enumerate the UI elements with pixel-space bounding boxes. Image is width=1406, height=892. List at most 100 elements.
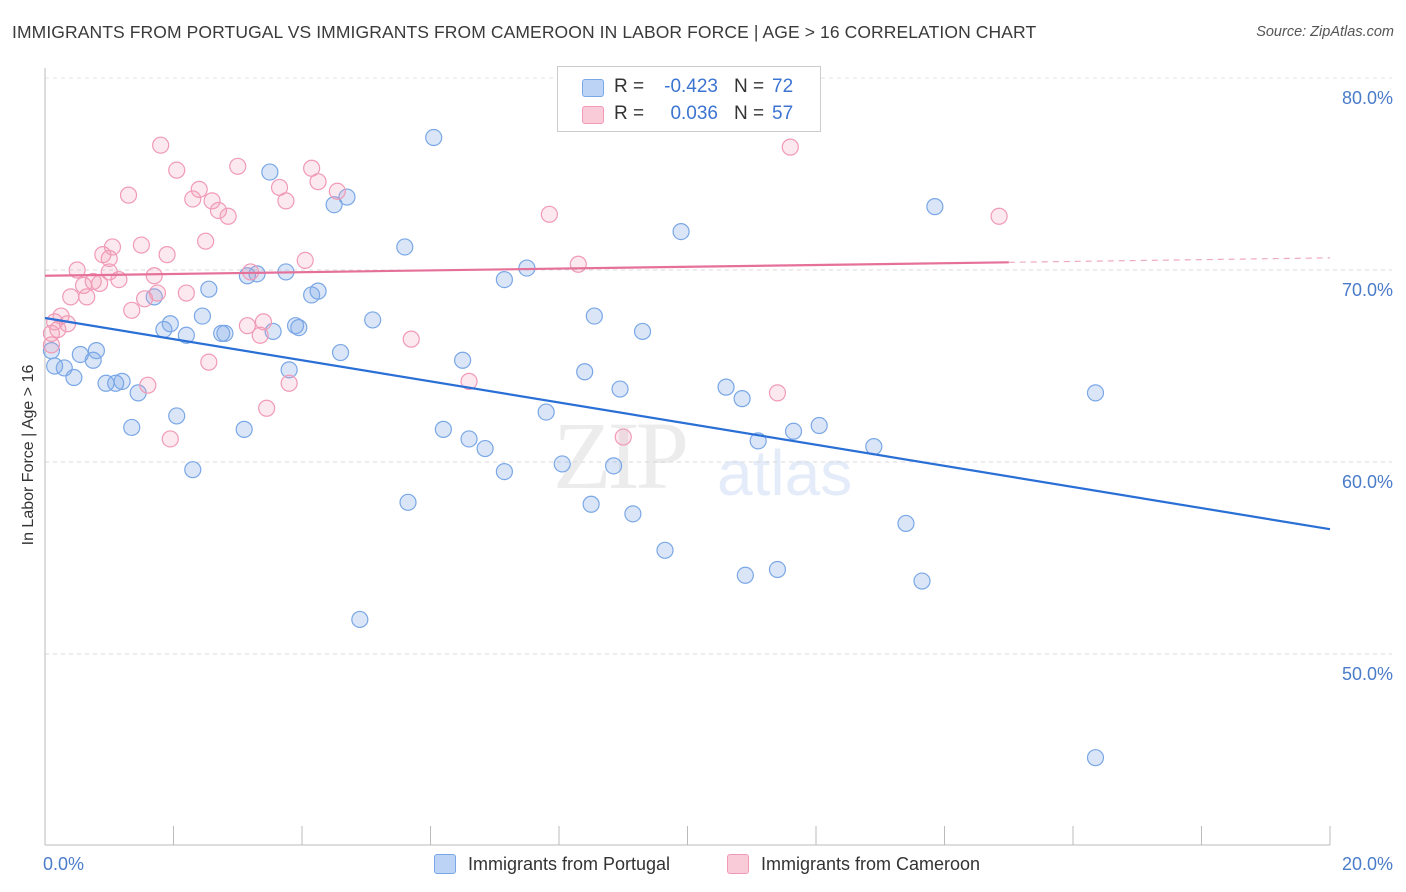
cameroon-point — [132, 236, 150, 254]
portugal-trend-line — [44, 316, 1331, 531]
cameroon-point — [277, 192, 295, 210]
portugal-point — [736, 566, 754, 584]
portugal-point — [733, 390, 751, 408]
cameroon-point — [62, 288, 80, 306]
trend-layer — [44, 257, 1331, 531]
cameroon-point — [309, 173, 327, 191]
cameroon-point — [197, 232, 215, 250]
cameroon-r-value: 0.036 — [670, 103, 718, 124]
cameroon-point — [280, 374, 298, 392]
cameroon-swatch — [582, 106, 604, 124]
portugal-swatch — [582, 79, 604, 97]
cameroon-point — [540, 205, 558, 223]
portugal-point — [396, 238, 414, 256]
cameroon-point — [328, 182, 346, 200]
cameroon-point — [258, 399, 276, 417]
portugal-r-value: -0.423 — [664, 76, 718, 97]
portugal-point — [576, 363, 594, 381]
legend-swatch-cameroon — [727, 854, 749, 874]
portugal-point — [87, 342, 106, 360]
cameroon-point — [158, 246, 176, 264]
axis-layer — [44, 68, 1331, 846]
cameroon-trend-extension — [1008, 257, 1331, 263]
portugal-point — [331, 343, 350, 362]
portugal-point — [425, 128, 443, 147]
portugal-n-value: 72 — [772, 76, 794, 97]
portugal-point — [624, 505, 642, 523]
cameroon-point — [123, 301, 141, 319]
stats-row-cameroon: R = 0.036 N = 57 — [558, 99, 820, 129]
portugal-point — [113, 372, 131, 390]
chart-title: IMMIGRANTS FROM PORTUGAL VS IMMIGRANTS F… — [12, 22, 1037, 42]
legend-swatch-portugal — [434, 854, 456, 874]
y-tick-label: 70.0% — [1342, 280, 1393, 300]
legend-item-cameroon[interactable]: Immigrants from Cameroon — [727, 851, 980, 877]
portugal-point — [216, 324, 234, 342]
tick-label-layer: 50.0% 60.0% 70.0% 80.0% 0.0% 20.0% — [43, 88, 1393, 874]
portugal-point — [309, 282, 327, 300]
portugal-point — [280, 361, 298, 379]
portugal-point — [193, 307, 212, 325]
stats-box: R = -0.423 N = 72 R = 0.036 N = 57 — [557, 66, 821, 132]
legend-label-cameroon: Immigrants from Cameroon — [761, 853, 981, 874]
portugal-point — [897, 514, 915, 533]
portugal-point — [290, 319, 308, 337]
portugal-point — [161, 315, 179, 333]
y-tick-label: 80.0% — [1342, 88, 1393, 108]
portugal-point — [537, 403, 555, 421]
cameroon-point — [103, 238, 122, 256]
portugal-point — [235, 420, 253, 438]
cameroon-point — [184, 190, 202, 208]
portugal-point — [107, 374, 125, 392]
portugal-point — [605, 457, 623, 475]
cameroon-point — [148, 284, 167, 302]
portugal-point — [1086, 384, 1105, 402]
cameroon-point — [229, 157, 247, 175]
cameroon-point — [614, 428, 632, 446]
y-tick-label: 60.0% — [1342, 472, 1393, 492]
portugal-point — [184, 461, 202, 479]
cameroon-point — [569, 255, 587, 273]
portugal-point — [768, 560, 787, 579]
cameroon-point — [168, 161, 186, 179]
portugal-point — [351, 610, 369, 629]
portugal-point — [913, 572, 931, 590]
cameroon-point — [781, 138, 799, 156]
portugal-point — [177, 326, 195, 344]
cameroon-point — [209, 201, 228, 220]
cameroon-point — [768, 384, 787, 402]
portugal-point — [633, 322, 652, 341]
portugal-point — [656, 541, 674, 559]
cameroon-point — [177, 284, 195, 302]
x-tick-label: 0.0% — [43, 854, 84, 874]
cameroon-point — [238, 317, 256, 335]
portugal-point — [168, 407, 186, 425]
portugal-point — [926, 198, 944, 216]
portugal-point — [495, 463, 513, 481]
portugal-point — [476, 439, 494, 458]
cameroon-point — [84, 272, 102, 291]
portugal-point — [454, 351, 472, 369]
cameroon-point — [990, 207, 1008, 225]
x-tick-label: 20.0% — [1342, 854, 1393, 874]
portugal-point — [672, 223, 690, 241]
legend-item-portugal[interactable]: Immigrants from Portugal — [434, 851, 670, 877]
portugal-point — [784, 422, 803, 440]
cameroon-n-value: 57 — [772, 103, 794, 124]
cameroon-point — [68, 261, 86, 279]
portugal-point — [553, 455, 571, 473]
portugal-point — [42, 342, 61, 360]
portugal-n-label: N = — [734, 76, 765, 97]
grid-layer — [45, 77, 1392, 655]
cameroon-point — [100, 263, 118, 281]
cameroon-point — [161, 430, 179, 448]
cameroon-n-label: N = — [734, 103, 765, 124]
cameroon-point — [145, 267, 163, 285]
portugal-point — [325, 196, 343, 214]
cameroon-point — [119, 186, 138, 204]
cameroon-point — [251, 326, 269, 344]
portugal-point — [810, 416, 828, 435]
portugal-point — [585, 307, 603, 325]
cameroon-point — [460, 372, 478, 390]
